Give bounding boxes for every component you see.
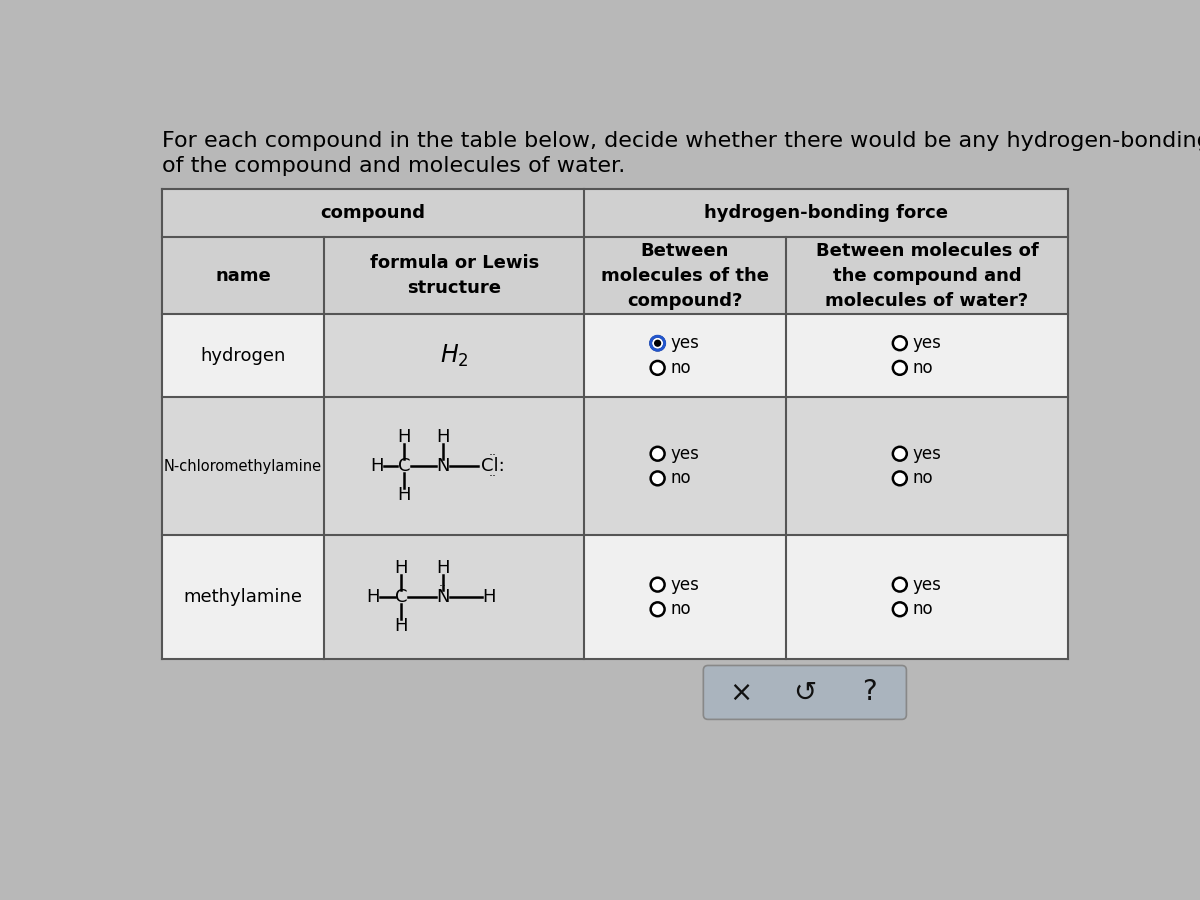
Circle shape — [893, 602, 907, 616]
Text: yes: yes — [912, 334, 941, 352]
Text: hydrogen: hydrogen — [200, 346, 286, 364]
Text: H: H — [397, 428, 410, 446]
Text: yes: yes — [670, 334, 698, 352]
Text: ··: ·· — [438, 580, 446, 593]
Circle shape — [650, 472, 665, 485]
Bar — [162, 397, 1068, 536]
Text: N: N — [436, 457, 449, 475]
Bar — [162, 536, 1068, 659]
Circle shape — [893, 337, 907, 350]
Text: compound: compound — [320, 204, 425, 222]
FancyBboxPatch shape — [703, 665, 906, 719]
Text: H: H — [482, 588, 496, 606]
Text: Cl:: Cl: — [481, 457, 505, 475]
Text: H: H — [395, 617, 408, 635]
Text: ··: ·· — [488, 449, 497, 462]
Text: Between
molecules of the
compound?: Between molecules of the compound? — [601, 242, 769, 310]
Text: ··: ·· — [488, 471, 497, 483]
Circle shape — [893, 446, 907, 461]
Circle shape — [654, 339, 661, 346]
Text: H: H — [397, 486, 410, 504]
Circle shape — [650, 361, 665, 374]
Text: of the compound and molecules of water.: of the compound and molecules of water. — [162, 156, 625, 176]
Bar — [162, 314, 1068, 397]
Text: no: no — [670, 359, 691, 377]
Text: C: C — [395, 588, 408, 606]
Text: N-chloromethylamine: N-chloromethylamine — [164, 459, 322, 473]
Circle shape — [650, 602, 665, 616]
Bar — [324, 536, 584, 659]
Circle shape — [893, 361, 907, 374]
Bar — [162, 238, 1068, 314]
Text: no: no — [912, 359, 932, 377]
Circle shape — [893, 472, 907, 485]
Text: no: no — [912, 600, 932, 618]
Text: formula or Lewis
structure: formula or Lewis structure — [370, 255, 539, 297]
Circle shape — [650, 446, 665, 461]
Bar — [324, 314, 584, 397]
Circle shape — [650, 337, 665, 350]
Text: H: H — [370, 457, 384, 475]
Text: H: H — [366, 588, 379, 606]
Bar — [162, 189, 1068, 238]
Text: yes: yes — [670, 445, 698, 463]
Text: hydrogen-bonding force: hydrogen-bonding force — [704, 204, 948, 222]
Text: Between molecules of
the compound and
molecules of water?: Between molecules of the compound and mo… — [816, 242, 1038, 310]
Circle shape — [650, 578, 665, 591]
Text: $H_2$: $H_2$ — [440, 343, 468, 369]
Text: no: no — [670, 600, 691, 618]
Text: yes: yes — [670, 576, 698, 594]
Text: yes: yes — [912, 445, 941, 463]
Circle shape — [893, 578, 907, 591]
Text: H: H — [395, 559, 408, 577]
Text: For each compound in the table below, decide whether there would be any hydrogen: For each compound in the table below, de… — [162, 131, 1200, 151]
Text: N: N — [436, 588, 449, 606]
Text: name: name — [215, 267, 271, 285]
Text: ×: × — [728, 679, 752, 706]
Text: methylamine: methylamine — [184, 588, 302, 606]
Text: H: H — [436, 428, 449, 446]
Text: no: no — [670, 470, 691, 488]
Text: ?: ? — [862, 679, 876, 706]
Text: ↺: ↺ — [793, 679, 816, 706]
Text: no: no — [912, 470, 932, 488]
Text: H: H — [436, 559, 449, 577]
Text: C: C — [397, 457, 410, 475]
Text: yes: yes — [912, 576, 941, 594]
